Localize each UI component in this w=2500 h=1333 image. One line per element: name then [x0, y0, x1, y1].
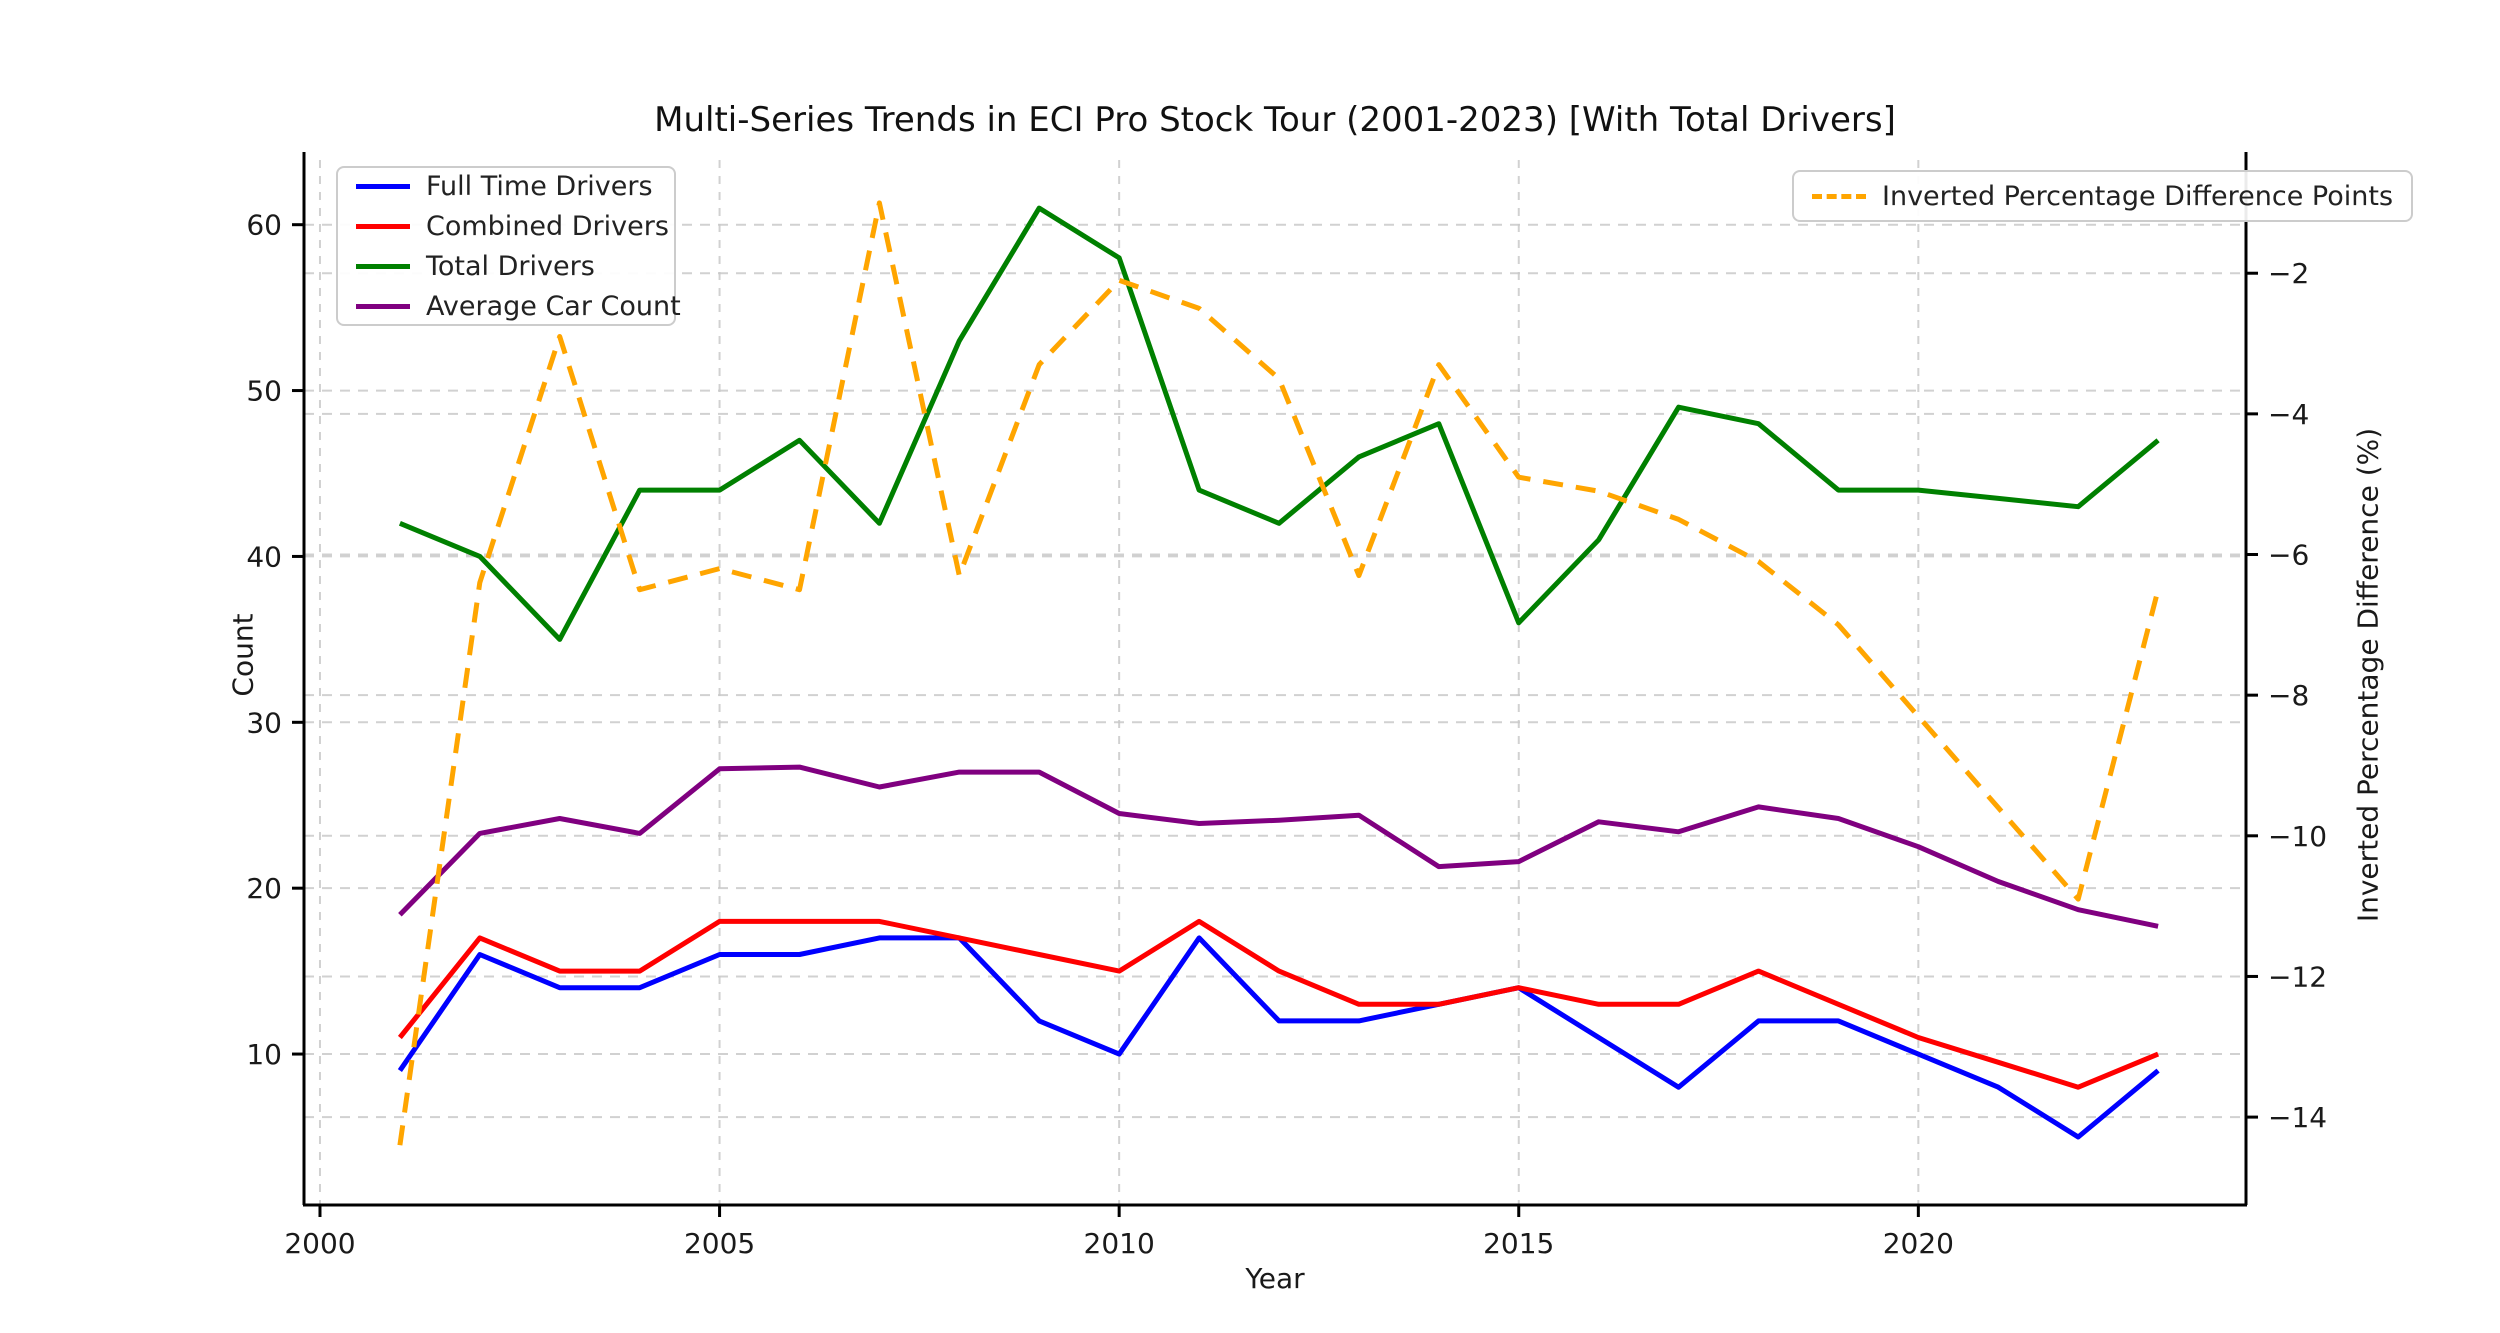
tick-label-bottom: 2000 — [284, 1227, 355, 1260]
y-axis-label-left: Count — [226, 613, 260, 697]
legend-line-sample — [356, 183, 410, 189]
tick-label-right: −2 — [2268, 257, 2309, 290]
legend-item-label: Full Time Drivers — [426, 170, 653, 202]
series-line-total — [398, 205, 2160, 642]
legend-line-sample — [356, 223, 410, 229]
x-axis-label: Year — [1245, 1262, 1305, 1295]
legend-left: Full Time Drivers Combined Drivers Total D… — [336, 166, 681, 326]
legend-item-label: Average Car Count — [426, 290, 681, 322]
tick-label-right: −4 — [2268, 398, 2309, 431]
series-line-full_time — [397, 935, 2160, 1140]
tick-label-left: 10 — [246, 1038, 282, 1071]
legend-line-sample — [356, 263, 410, 269]
tick-label-bottom: 2010 — [1084, 1227, 1155, 1260]
legend-item: Total Drivers — [356, 251, 656, 282]
tick-label-bottom: 2020 — [1883, 1227, 1954, 1260]
tick-label-bottom: 2015 — [1483, 1227, 1554, 1260]
tick-label-right: −8 — [2268, 679, 2309, 712]
tick-label-right: −10 — [2268, 820, 2327, 853]
tick-label-right: −12 — [2268, 960, 2327, 993]
tick-label-left: 40 — [246, 540, 282, 573]
legend-item: Combined Drivers — [356, 211, 669, 242]
chart-title: Multi-Series Trends in ECI Pro Stock Tou… — [654, 100, 1896, 140]
tick-label-right: −14 — [2268, 1101, 2327, 1134]
legend-item: Full Time Drivers — [356, 171, 656, 202]
tick-label-left: 60 — [246, 209, 282, 242]
legend-item: Average Car Count — [356, 291, 681, 322]
legend-right: Inverted Percentage Difference Points — [1792, 170, 2414, 222]
tick-label-bottom: 2005 — [684, 1227, 755, 1260]
tick-label-right: −6 — [2268, 539, 2309, 572]
series-line-combined — [397, 918, 2160, 1090]
series-line-avg_car — [398, 764, 2159, 929]
y-axis-label-right: Inverted Percentage Difference (%) — [2351, 427, 2385, 923]
legend-item: Inverted Percentage Difference Points — [1812, 181, 2393, 212]
legend-item-label: Total Drivers — [426, 250, 595, 282]
legend-item-label: Inverted Percentage Difference Points — [1882, 180, 2394, 212]
legend-line-sample — [356, 303, 410, 309]
series-line-inverted_pct — [397, 200, 2161, 1146]
legend-item-label: Combined Drivers — [426, 210, 669, 242]
tick-label-left: 20 — [246, 872, 282, 905]
legend-line-sample — [1812, 193, 1866, 199]
tick-label-left: 30 — [246, 706, 282, 739]
tick-label-left: 50 — [246, 375, 282, 408]
